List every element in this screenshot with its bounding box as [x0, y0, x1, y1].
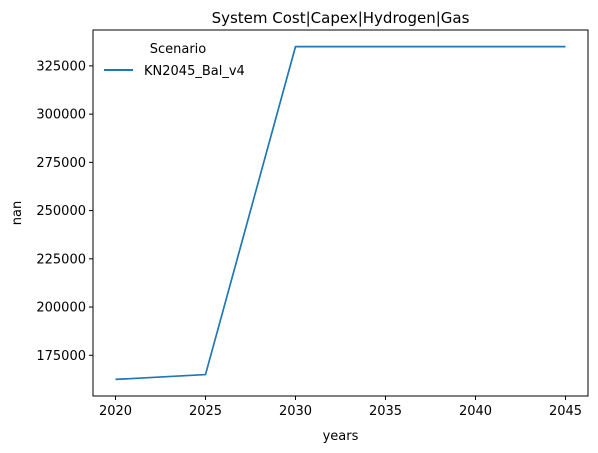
y-tick-label: 325000: [36, 59, 86, 74]
series-line: [115, 45, 566, 381]
y-axis: 175000 200000 225000 250000 275000 300000 3250…: [36, 59, 93, 364]
y-axis-label: nan: [10, 201, 25, 225]
plot-area: [92, 29, 589, 397]
chart-title: System Cost|Capex|Hydrogen|Gas: [212, 9, 470, 27]
x-tick-label: 2045: [549, 404, 582, 419]
y-tick-label: 250000: [36, 204, 86, 219]
legend: Scenario KN2045_Bal_v4: [104, 42, 245, 79]
x-tick-label: 2035: [369, 404, 402, 419]
legend-entry-label: KN2045_Bal_v4: [144, 64, 245, 79]
series-layer: [115, 45, 566, 381]
x-tick-label: 2030: [279, 404, 312, 419]
y-tick-label: 300000: [36, 108, 86, 123]
y-tick-label: 200000: [36, 301, 86, 316]
y-tick-label: 275000: [36, 156, 86, 171]
x-tick-label: 2040: [459, 404, 492, 419]
legend-title: Scenario: [150, 42, 207, 57]
y-tick-label: 225000: [36, 252, 86, 267]
x-tick-label: 2020: [99, 404, 132, 419]
x-axis-label: years: [323, 429, 359, 444]
x-tick-label: 2025: [189, 404, 222, 419]
plot-frame: [92, 29, 589, 397]
y-tick-label: 175000: [36, 349, 86, 364]
x-axis: 2020 2025 2030 2035 2040 2045: [99, 396, 582, 419]
